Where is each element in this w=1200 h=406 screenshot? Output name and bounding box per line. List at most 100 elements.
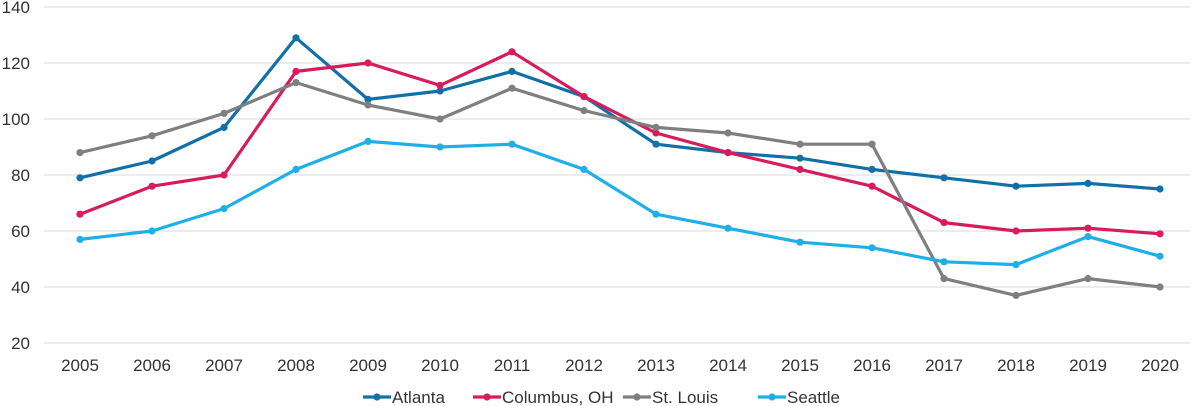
- legend-item-atlanta: Atlanta: [363, 388, 445, 406]
- y-axis: 20 40 60 80 100 120 140: [2, 0, 30, 353]
- data-point-seattle: [724, 224, 732, 232]
- x-tick-label: 2007: [205, 356, 243, 375]
- data-point-atlanta: [220, 123, 228, 131]
- x-tick-label: 2018: [997, 356, 1035, 375]
- data-point-columbus-oh: [436, 81, 444, 89]
- data-point-seattle: [1084, 233, 1092, 241]
- legend-item-seattle: Seattle: [758, 388, 840, 406]
- legend-item-st-louis: St. Louis: [623, 388, 718, 406]
- data-point-atlanta: [508, 67, 516, 75]
- x-tick-label: 2014: [709, 356, 747, 375]
- data-point-columbus-oh: [220, 171, 228, 179]
- legend-marker: [768, 393, 776, 401]
- series-line-seattle: [78, 139, 1162, 267]
- legend-marker: [373, 393, 381, 401]
- series-columbus-oh: [76, 48, 1164, 238]
- x-tick-label: 2006: [133, 356, 171, 375]
- data-point-st-louis: [76, 149, 84, 157]
- series-seattle: [76, 137, 1164, 269]
- x-tick-label: 2012: [565, 356, 603, 375]
- data-point-columbus-oh: [364, 59, 372, 67]
- data-point-seattle: [292, 165, 300, 173]
- data-point-columbus-oh: [76, 210, 84, 218]
- series-line-columbus-oh: [78, 50, 1162, 236]
- data-point-seattle: [364, 137, 372, 145]
- legend-label: St. Louis: [652, 388, 718, 406]
- data-point-st-louis: [940, 275, 948, 283]
- data-point-columbus-oh: [1084, 224, 1092, 232]
- data-point-st-louis: [580, 107, 588, 115]
- data-point-seattle: [220, 205, 228, 213]
- data-point-columbus-oh: [652, 129, 660, 137]
- y-tick-label: 120: [2, 54, 30, 73]
- y-tick-label: 40: [11, 278, 30, 297]
- data-point-seattle: [796, 238, 804, 246]
- data-point-seattle: [580, 165, 588, 173]
- legend-label: Columbus, OH: [502, 388, 613, 406]
- series-st-louis: [76, 79, 1164, 299]
- data-point-st-louis: [508, 84, 516, 92]
- y-tick-label: 60: [11, 222, 30, 241]
- x-tick-label: 2010: [421, 356, 459, 375]
- data-point-seattle: [508, 140, 516, 148]
- x-tick-label: 2015: [781, 356, 819, 375]
- data-point-atlanta: [940, 174, 948, 182]
- data-point-atlanta: [148, 157, 156, 165]
- data-point-st-louis: [868, 140, 876, 148]
- legend-label: Seattle: [787, 388, 840, 406]
- data-point-seattle: [940, 258, 948, 266]
- data-point-columbus-oh: [940, 219, 948, 227]
- legend-label: Atlanta: [392, 388, 445, 406]
- data-point-seattle: [148, 227, 156, 235]
- data-point-atlanta: [364, 95, 372, 103]
- data-point-atlanta: [1012, 182, 1020, 190]
- data-point-atlanta: [76, 174, 84, 182]
- x-tick-label: 2017: [925, 356, 963, 375]
- data-point-seattle: [652, 210, 660, 218]
- data-point-columbus-oh: [868, 182, 876, 190]
- data-point-seattle: [1012, 261, 1020, 269]
- data-point-st-louis: [652, 123, 660, 131]
- data-point-atlanta: [796, 154, 804, 162]
- data-point-seattle: [1156, 252, 1164, 260]
- data-point-st-louis: [436, 115, 444, 123]
- series-line-st-louis: [78, 80, 1162, 297]
- data-point-columbus-oh: [724, 149, 732, 157]
- data-point-columbus-oh: [796, 165, 804, 173]
- data-point-columbus-oh: [1012, 227, 1020, 235]
- data-point-seattle: [868, 244, 876, 252]
- data-point-st-louis: [364, 101, 372, 109]
- data-point-atlanta: [652, 140, 660, 148]
- x-tick-label: 2009: [349, 356, 387, 375]
- x-tick-label: 2005: [61, 356, 99, 375]
- data-point-st-louis: [220, 109, 228, 117]
- data-point-columbus-oh: [580, 93, 588, 101]
- legend-marker: [483, 393, 491, 401]
- x-tick-label: 2020: [1141, 356, 1179, 375]
- y-tick-label: 140: [2, 0, 30, 17]
- data-point-columbus-oh: [148, 182, 156, 190]
- legend-marker: [633, 393, 641, 401]
- x-tick-label: 2011: [494, 356, 531, 375]
- data-point-st-louis: [796, 140, 804, 148]
- y-tick-label: 20: [11, 334, 30, 353]
- data-point-st-louis: [1012, 291, 1020, 299]
- data-point-columbus-oh: [292, 67, 300, 75]
- data-point-atlanta: [868, 165, 876, 173]
- data-point-st-louis: [1084, 275, 1092, 283]
- y-tick-label: 100: [2, 110, 30, 129]
- data-point-columbus-oh: [1156, 230, 1164, 238]
- data-point-atlanta: [292, 34, 300, 42]
- data-point-atlanta: [1084, 179, 1092, 187]
- x-tick-label: 2016: [853, 356, 891, 375]
- x-tick-label: 2019: [1069, 356, 1107, 375]
- data-point-atlanta: [1156, 185, 1164, 193]
- data-point-seattle: [436, 143, 444, 151]
- data-point-columbus-oh: [508, 48, 516, 56]
- x-axis: 2005 2006 2007 2008 2009 2010 2011 2012 2013 2014…: [61, 356, 1179, 375]
- data-point-seattle: [76, 235, 84, 243]
- series-lines: [76, 34, 1164, 299]
- data-point-st-louis: [1156, 283, 1164, 291]
- data-point-atlanta: [436, 87, 444, 95]
